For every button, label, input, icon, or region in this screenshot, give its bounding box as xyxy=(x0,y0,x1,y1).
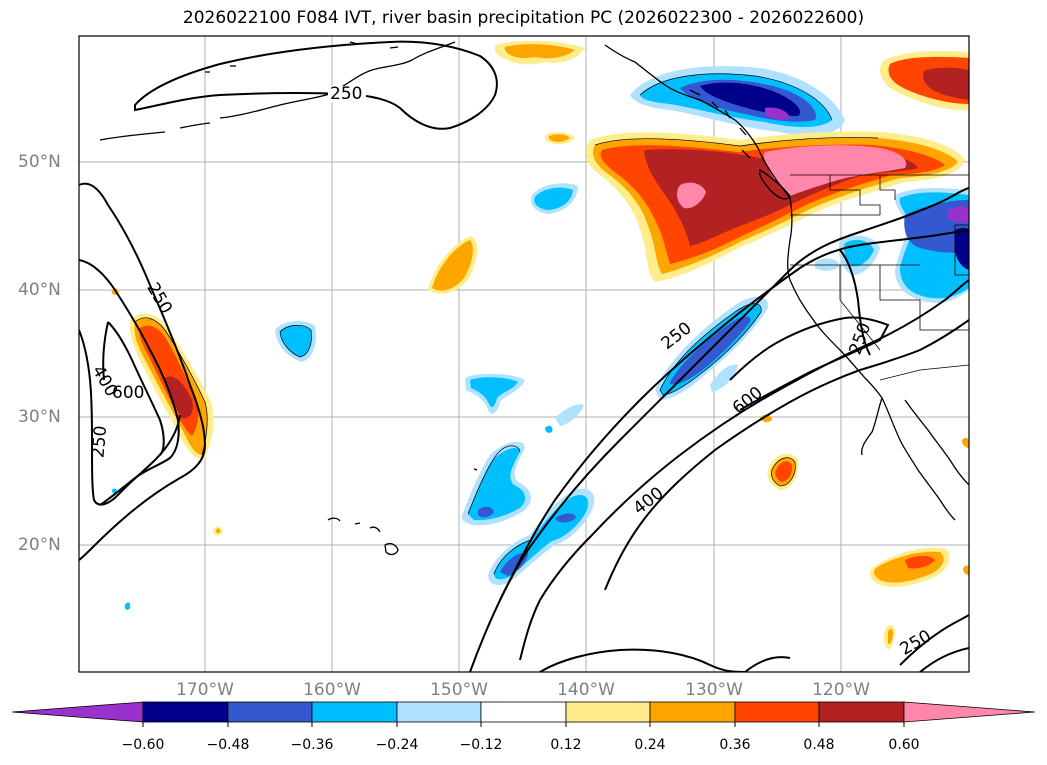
colorbar-tick-label: 0.48 xyxy=(803,737,835,753)
map-panel xyxy=(79,36,969,672)
lat-label: 40°N xyxy=(18,280,61,300)
colorbar-tick-label: −0.48 xyxy=(206,737,250,753)
colorbar-tick-label: −0.60 xyxy=(121,737,165,753)
colorbar-tick-label: −0.12 xyxy=(459,737,503,753)
lon-label: 130°W xyxy=(685,680,743,700)
contour-label: 250 xyxy=(330,84,362,104)
colorbar-tick-label: 0.12 xyxy=(550,737,582,753)
precip-anomalies xyxy=(111,40,969,650)
colorbar-tick-label: 0.24 xyxy=(634,737,666,753)
colorbar-extend-high xyxy=(903,701,1036,723)
ivt-contours xyxy=(79,40,969,672)
borders xyxy=(790,174,969,381)
colorbar-tick-label: −0.24 xyxy=(375,737,419,753)
colorbar-extend-low xyxy=(11,701,144,723)
anomaly-positive xyxy=(505,44,575,59)
colorbar-tick-label: 0.36 xyxy=(719,737,751,753)
colorbar-tick-label: −0.36 xyxy=(290,737,334,753)
contour-label: 250 xyxy=(88,425,111,459)
lat-label: 30°N xyxy=(18,407,61,427)
colorbar xyxy=(11,701,1036,727)
lon-label: 170°W xyxy=(176,680,234,700)
coastlines xyxy=(99,41,969,556)
colorbar-tick-label: 0.60 xyxy=(888,737,920,753)
lat-label: 20°N xyxy=(18,535,61,555)
anomaly-negative xyxy=(700,82,801,116)
contour-label: 600 xyxy=(112,383,144,403)
lon-label: 150°W xyxy=(430,680,488,700)
lat-label: 50°N xyxy=(18,152,61,172)
lon-label: 120°W xyxy=(812,680,870,700)
lon-label: 160°W xyxy=(303,680,361,700)
lon-label: 140°W xyxy=(557,680,615,700)
map-title: 2026022100 F084 IVT, river basin precipi… xyxy=(182,8,865,28)
